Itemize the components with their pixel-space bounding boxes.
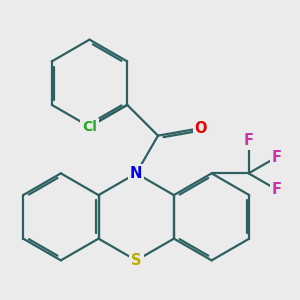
Text: N: N <box>130 166 142 181</box>
Text: Cl: Cl <box>82 120 97 134</box>
Text: F: F <box>272 149 282 164</box>
Text: F: F <box>244 133 254 148</box>
Text: F: F <box>272 182 282 197</box>
Text: S: S <box>131 253 142 268</box>
Text: O: O <box>195 121 207 136</box>
